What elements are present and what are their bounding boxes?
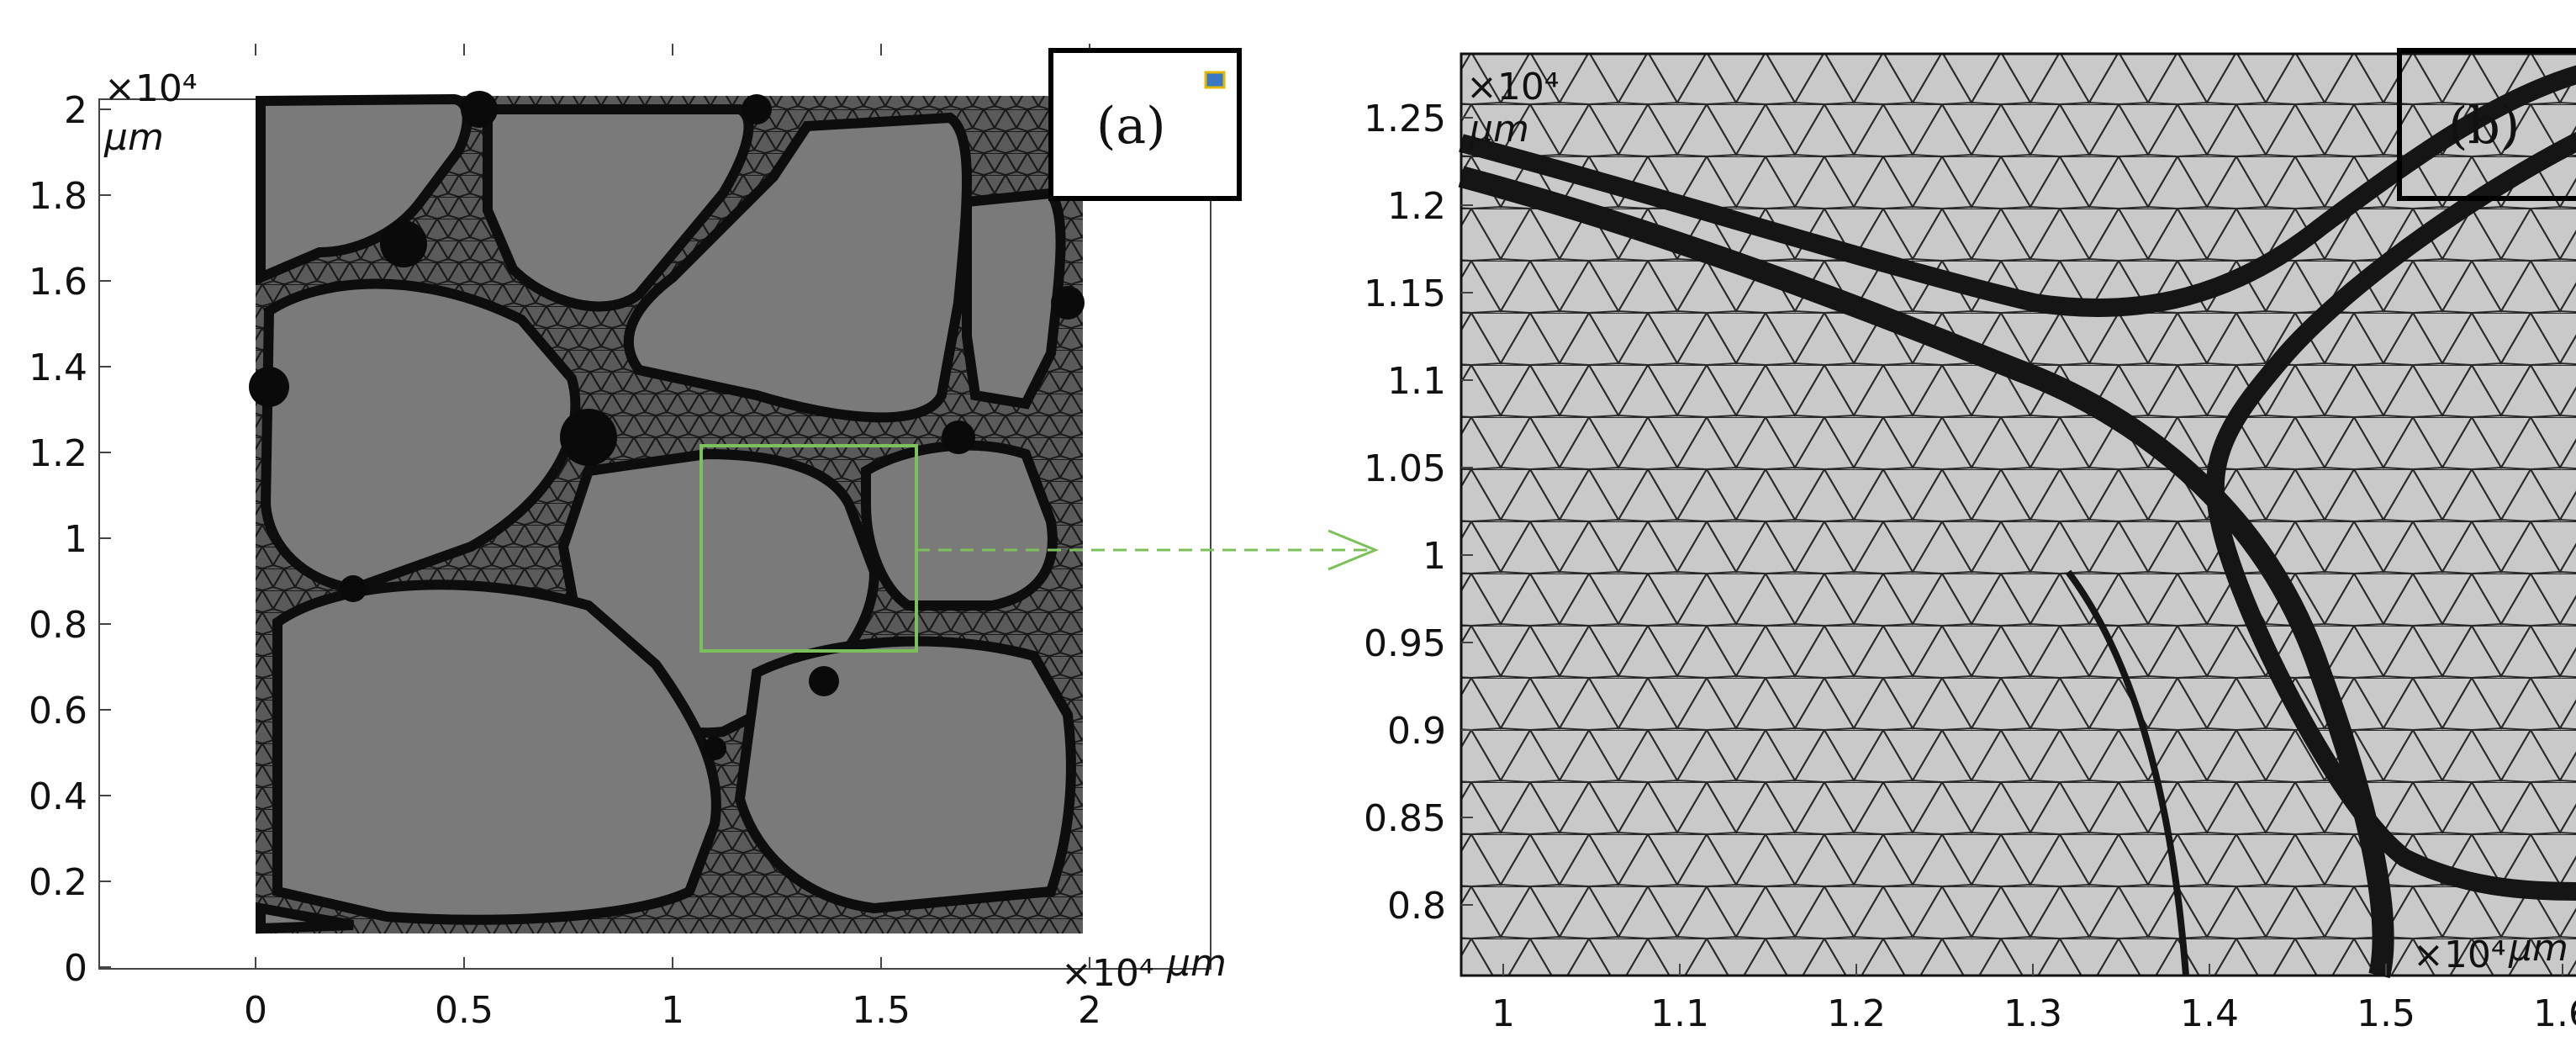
- panel-a-y-tick-label: 0.2: [29, 861, 87, 904]
- panel-a-y-ticks: 0 0.2 0.4 0.6 0.8 1 1.2 1.4 1.6 1.8 2: [29, 89, 111, 990]
- panel-b-y-unit: μm: [1469, 108, 1529, 151]
- panel-b-label-box: [2397, 48, 2576, 201]
- panel-a-y-tick-label: 1.6: [29, 261, 87, 304]
- panel-b-axes-frame: [1460, 52, 2576, 977]
- grain: [861, 440, 1058, 611]
- panel-b-y-tick-label: 0.8: [1387, 885, 1446, 928]
- panel-b-y-tick-label: 1.05: [1364, 447, 1446, 490]
- zoom-region-box: [699, 444, 918, 653]
- panel-a-mesh: [249, 91, 1085, 934]
- panel-b-y-tick-label: 1.1: [1387, 360, 1446, 403]
- panel-a-x-tick-label: 0.5: [435, 989, 494, 1032]
- panel-b-x-scale: ×10⁴: [2413, 933, 2506, 976]
- panel-b-x-ticks: 1 1.1 1.2 1.3 1.4 1.5 1.6: [1491, 964, 2576, 1035]
- panel-b-mesh-background: [1461, 54, 2576, 976]
- grain: [256, 902, 355, 934]
- panel-a-y-tick-label: 0: [64, 947, 87, 990]
- panel-a-y-tick-label: 1.4: [29, 346, 87, 389]
- panel-a-x-tick-label: 2: [1078, 989, 1101, 1032]
- panel-b-y-scale: ×10⁴: [1466, 66, 1560, 108]
- grain: [734, 636, 1076, 914]
- panel-b-y-tick-label: 0.9: [1387, 710, 1446, 753]
- panel-a-x-scale: ×10⁴: [1061, 952, 1154, 995]
- panel-b-y-tick-label: 1: [1423, 535, 1446, 578]
- panel-a: (a) 0 0.2 0.4 0.6 0.8 1 1.2 1.4 1.6 1.8 2 0 0.5 1 1.5…: [29, 44, 1242, 1032]
- panel-a-top-ticks: [255, 44, 1090, 56]
- panel-b-x-tick-label: 1: [1491, 992, 1515, 1035]
- panel-b-x-tick-label: 1.2: [1827, 992, 1886, 1035]
- panel-a-y-unit: μm: [103, 116, 164, 159]
- panel-a-y-tick-label: 0.8: [29, 604, 87, 647]
- panel-b-label: (b): [2448, 97, 2520, 156]
- panel-b-x-tick-label: 1.1: [1650, 992, 1709, 1035]
- panel-b-y-tick-label: 1.25: [1364, 98, 1446, 140]
- panel-a-x-unit: μm: [1166, 942, 1227, 985]
- panel-a-x-tick-label: 1.5: [852, 989, 911, 1032]
- grain: [962, 188, 1066, 410]
- panel-b-grain-boundaries: [1458, 65, 2576, 979]
- panel-a-y-tick-label: 2: [64, 89, 87, 132]
- panel-b-x-tick-label: 1.5: [2357, 992, 2415, 1035]
- panel-b-x-tick-label: 1.3: [2003, 992, 2062, 1035]
- grain: [483, 104, 754, 312]
- panel-b-y-tick-label: 0.85: [1364, 797, 1446, 840]
- panel-b-y-tick-label: 1.2: [1387, 185, 1446, 228]
- panel-b-x-unit: μm: [2508, 927, 2568, 970]
- panel-a-y-tick-label: 1: [64, 518, 87, 561]
- panel-b-y-tick-label: 1.15: [1364, 272, 1446, 315]
- panel-a-x-ticks: 0 0.5 1 1.5 2: [244, 957, 1101, 1032]
- panel-a-y-tick-label: 0.6: [29, 690, 87, 732]
- panel-a-y-tick-label: 0.4: [29, 775, 87, 818]
- panel-b-x-tick-label: 1.6: [2533, 992, 2576, 1035]
- colorbar-legend-icon: [1204, 71, 1226, 89]
- panel-b-y-ticks: 0.8 0.85 0.9 0.95 1 1.05 1.1 1.15 1.2 1.25: [1364, 98, 1473, 928]
- panel-a-x-tick-label: 0: [244, 989, 267, 1032]
- grain: [623, 112, 972, 423]
- panel-a-y-tick-label: 1.2: [29, 432, 87, 475]
- panel-a-label: (a): [1096, 97, 1166, 156]
- panel-a-x-tick-label: 1: [661, 989, 684, 1032]
- panel-a-y-scale: ×10⁴: [104, 67, 198, 110]
- panel-b-x-tick-label: 1.4: [2180, 992, 2239, 1035]
- panel-b-y-tick-label: 0.95: [1364, 622, 1446, 665]
- panel-a-y-tick-label: 1.8: [29, 175, 87, 218]
